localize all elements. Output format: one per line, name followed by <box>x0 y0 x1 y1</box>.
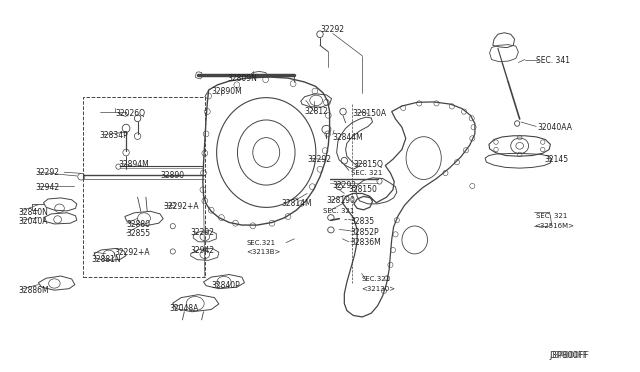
Text: SEC. 321: SEC. 321 <box>536 213 568 219</box>
Text: 32292: 32292 <box>320 25 344 34</box>
Text: 32836M: 32836M <box>351 238 381 247</box>
Text: 32292+A: 32292+A <box>163 202 199 211</box>
Text: SEC.321: SEC.321 <box>362 276 391 282</box>
Text: 32814M: 32814M <box>282 199 312 208</box>
Text: 32292: 32292 <box>333 182 357 190</box>
Text: 32048A: 32048A <box>170 304 199 312</box>
Text: 32880: 32880 <box>127 220 151 229</box>
Text: 32942: 32942 <box>191 246 215 255</box>
Text: <32130>: <32130> <box>362 286 396 292</box>
Text: SEC. 321: SEC. 321 <box>323 208 355 214</box>
Text: 32040A: 32040A <box>18 217 47 226</box>
Text: 32855: 32855 <box>127 230 151 238</box>
Text: 32812: 32812 <box>304 107 328 116</box>
Text: 32809N: 32809N <box>227 74 257 83</box>
Text: 32815Q: 32815Q <box>353 160 383 169</box>
Text: 32886M: 32886M <box>18 286 49 295</box>
Text: 328190: 328190 <box>326 196 355 205</box>
Text: 32292: 32292 <box>191 228 215 237</box>
Bar <box>83 97 205 277</box>
Text: SEC. 321: SEC. 321 <box>351 170 382 176</box>
Text: 32840N: 32840N <box>18 208 48 217</box>
Text: 32834P: 32834P <box>99 131 128 140</box>
Text: <32516M>: <32516M> <box>534 223 575 229</box>
Text: SEC. 341: SEC. 341 <box>536 56 570 65</box>
Text: 32292: 32292 <box>35 169 60 177</box>
Text: 32890: 32890 <box>160 171 184 180</box>
Text: 32894M: 32894M <box>118 160 149 169</box>
Text: 32852P: 32852P <box>351 228 380 237</box>
Text: 32835: 32835 <box>351 217 375 226</box>
Text: 328150: 328150 <box>349 185 378 194</box>
Text: 32881N: 32881N <box>92 255 121 264</box>
Text: J3P800FF: J3P800FF <box>549 351 588 360</box>
Text: 32840P: 32840P <box>211 281 240 290</box>
Text: 32844M: 32844M <box>333 133 364 142</box>
Text: <3213B>: <3213B> <box>246 249 281 255</box>
Text: 32942: 32942 <box>35 183 60 192</box>
Text: 32292+A: 32292+A <box>114 248 150 257</box>
Text: J3P800FF: J3P800FF <box>549 351 589 360</box>
Text: 32145: 32145 <box>544 155 568 164</box>
Text: 32026Q: 32026Q <box>115 109 145 118</box>
Text: SEC.321: SEC.321 <box>246 240 276 246</box>
Text: 328150A: 328150A <box>352 109 386 118</box>
Text: 32890M: 32890M <box>211 87 242 96</box>
Text: 32040AA: 32040AA <box>538 123 573 132</box>
Text: 32292: 32292 <box>307 155 332 164</box>
